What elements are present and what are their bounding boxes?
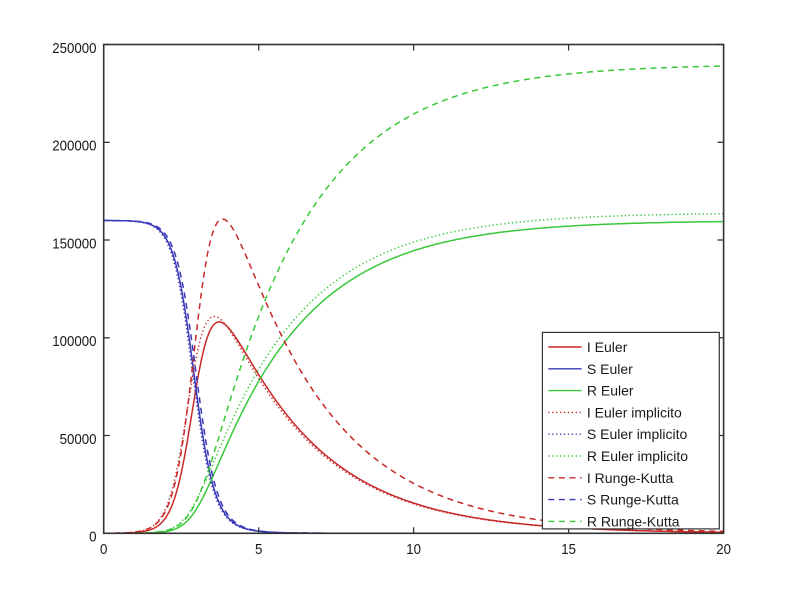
svg-text:R Euler implicito: R Euler implicito [587, 448, 688, 464]
svg-text:I Euler: I Euler [587, 339, 628, 355]
svg-text:R Euler: R Euler [587, 383, 634, 399]
svg-text:100000: 100000 [52, 333, 96, 350]
svg-text:I Euler implicito: I Euler implicito [587, 404, 682, 420]
svg-text:200000: 200000 [52, 138, 96, 155]
svg-text:0: 0 [89, 529, 96, 546]
svg-text:10: 10 [406, 541, 421, 558]
svg-text:15: 15 [561, 541, 576, 558]
svg-text:5: 5 [255, 541, 262, 558]
svg-text:I Runge-Kutta: I Runge-Kutta [587, 470, 674, 486]
svg-text:0: 0 [100, 541, 107, 558]
svg-text:S Euler: S Euler [587, 361, 633, 377]
svg-text:S Euler implicito: S Euler implicito [587, 426, 688, 442]
svg-text:250000: 250000 [52, 40, 96, 57]
svg-text:R Runge-Kutta: R Runge-Kutta [587, 513, 680, 529]
svg-text:20: 20 [716, 541, 731, 558]
svg-text:S Runge-Kutta: S Runge-Kutta [587, 492, 679, 508]
svg-text:150000: 150000 [52, 235, 96, 252]
svg-text:50000: 50000 [60, 431, 97, 448]
